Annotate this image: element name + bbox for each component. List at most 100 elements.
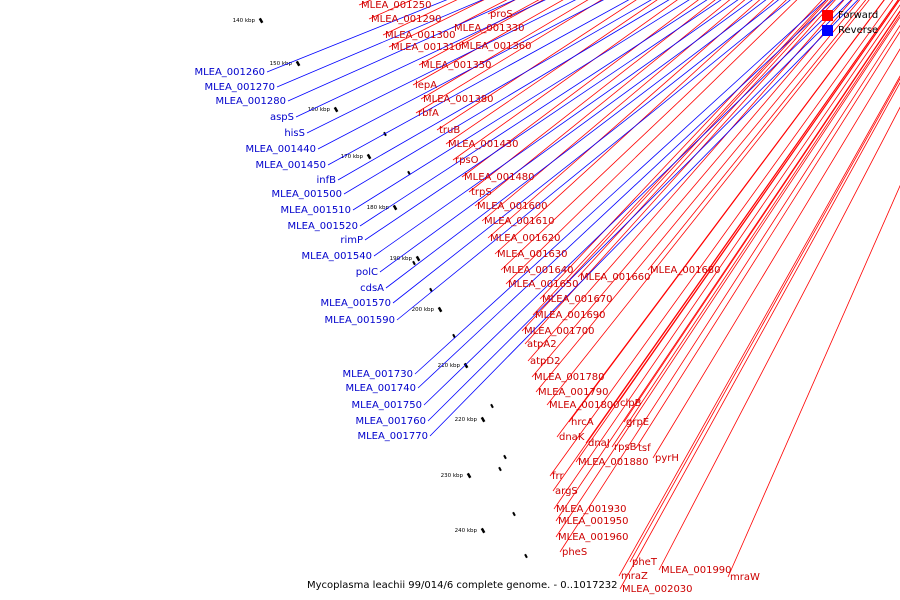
legend-forward: Forward — [822, 8, 892, 23]
tick-label: 170 kbp — [341, 154, 364, 160]
forward-gene-label: MLEA_001620 — [490, 233, 561, 244]
minor-tick — [452, 333, 456, 339]
forward-label-leader — [436, 0, 637, 131]
forward-label-leader — [505, 0, 798, 285]
reverse-gene-label: MLEA_001440 — [245, 144, 316, 155]
forward-gene-label: MLEA_001680 — [650, 265, 721, 276]
forward-label-leader — [474, 0, 731, 207]
forward-gene-label: MLEA_001690 — [535, 310, 606, 321]
reverse-label-leader — [352, 0, 690, 211]
legend-forward-label: Forward — [838, 10, 879, 21]
reverse-gene-label: MLEA_001740 — [345, 383, 416, 394]
minor-tick — [498, 466, 502, 472]
label-lines — [266, 0, 900, 590]
forward-gene-label: truB — [439, 125, 460, 136]
tick-mark — [415, 255, 421, 262]
tick-mark — [333, 106, 339, 113]
tick-label: 190 kbp — [390, 256, 413, 262]
forward-gene-label: MLEA_001430 — [448, 139, 519, 150]
tick-mark — [480, 416, 486, 423]
forward-label-leader — [521, 0, 829, 332]
forward-label-leader — [452, 0, 678, 161]
reverse-gene-label: MLEA_001570 — [320, 298, 391, 309]
tick-label: 230 kbp — [441, 473, 464, 479]
tick-mark — [463, 362, 469, 369]
forward-gene-label: tsf — [638, 443, 651, 454]
forward-gene-label: MLEA_001330 — [454, 23, 525, 34]
forward-gene-label: grpE — [626, 417, 649, 428]
reverse-label-leader — [287, 0, 516, 102]
tick-marks: 140 kbp 150 kbp 160 kbp 170 kbp 180 kbp 190 k… — [233, 17, 528, 559]
forward-gene-label: atpD2 — [530, 356, 560, 367]
tick-mark — [392, 204, 398, 211]
reverse-gene-label: MLEA_001520 — [287, 221, 358, 232]
tick-mark — [258, 17, 264, 24]
forward-label-leader — [629, 77, 900, 563]
forward-gene-label: argS — [555, 486, 578, 497]
forward-gene-label: MLEA_001880 — [578, 457, 649, 468]
forward-label-leader — [568, 0, 885, 423]
reverse-label-leader — [385, 0, 767, 289]
tick-label: 150 kbp — [270, 61, 293, 67]
tick-label: 200 kbp — [412, 307, 435, 313]
forward-label-leader — [461, 0, 699, 178]
forward-label-leader — [555, 10, 900, 522]
reverse-label-leader — [396, 0, 791, 321]
forward-label-leader — [535, 0, 861, 393]
reverse-label-leader — [317, 0, 604, 150]
forward-gene-label: rpsO — [455, 155, 479, 166]
forward-label-leader — [623, 11, 900, 423]
reverse-gene-label: MLEA_001540 — [301, 251, 372, 262]
minor-tick — [503, 454, 507, 460]
forward-gene-label: MLEA_001360 — [461, 41, 532, 52]
forward-gene-label: lepA — [415, 80, 437, 91]
forward-label-leader — [618, 75, 900, 577]
reverse-label-leader — [295, 0, 546, 118]
forward-gene-label: MLEA_001790 — [538, 387, 609, 398]
reverse-label-leader — [373, 0, 739, 257]
forward-gene-label: MLEA_001480 — [464, 172, 535, 183]
reverse-gene-label: MLEA_001260 — [194, 67, 265, 78]
reverse-swatch — [822, 25, 833, 36]
tick-label: 180 kbp — [367, 205, 390, 211]
genome-title: Mycoplasma leachii 99/014/6 complete gen… — [307, 580, 618, 591]
forward-label-leader — [549, 0, 894, 477]
reverse-label-leader — [337, 0, 652, 181]
reverse-label-leader — [429, 0, 859, 437]
forward-gene-label: atpA2 — [527, 339, 557, 350]
reverse-gene-label: MLEA_001500 — [271, 189, 342, 200]
reverse-label-leader — [359, 0, 708, 227]
forward-gene-label: MLEA_001610 — [484, 216, 555, 227]
forward-gene-label: MLEA_001300 — [385, 30, 456, 41]
forward-gene-label: MLEA_001380 — [423, 94, 494, 105]
forward-gene-label: MLEA_001670 — [542, 294, 613, 305]
forward-gene-label: mraW — [730, 572, 760, 583]
reverse-gene-label: MLEA_001730 — [342, 369, 413, 380]
minor-tick — [490, 403, 494, 409]
tick-mark — [366, 153, 372, 160]
legend-reverse: Reverse — [822, 23, 892, 38]
forward-gene-label: frr — [552, 471, 564, 482]
forward-gene-label: rbfA — [418, 108, 439, 119]
forward-label-leader — [575, 0, 900, 463]
forward-gene-label: mraZ — [621, 571, 648, 582]
forward-label-leader — [445, 0, 658, 145]
forward-gene-label: MLEA_001660 — [580, 272, 651, 283]
forward-label-leader — [412, 0, 564, 86]
forward-gene-label: pheT — [632, 557, 658, 568]
tick-label: 240 kbp — [455, 528, 478, 534]
legend-reverse-label: Reverse — [838, 25, 879, 36]
forward-gene-label: MLEA_001990 — [661, 565, 732, 576]
reverse-label-leader — [414, 0, 827, 375]
tick-label: 210 kbp — [438, 363, 461, 369]
forward-gene-label: dnaJ — [588, 438, 610, 449]
forward-gene-label: MLEA_001640 — [503, 265, 574, 276]
reverse-gene-label: aspS — [270, 112, 294, 123]
minor-tick — [524, 553, 528, 559]
legend: Forward Reverse — [822, 8, 892, 38]
tick-label: 220 kbp — [455, 417, 478, 423]
forward-gene-label: MLEA_001780 — [534, 372, 605, 383]
forward-gene-label: MLEA_001930 — [556, 504, 627, 515]
